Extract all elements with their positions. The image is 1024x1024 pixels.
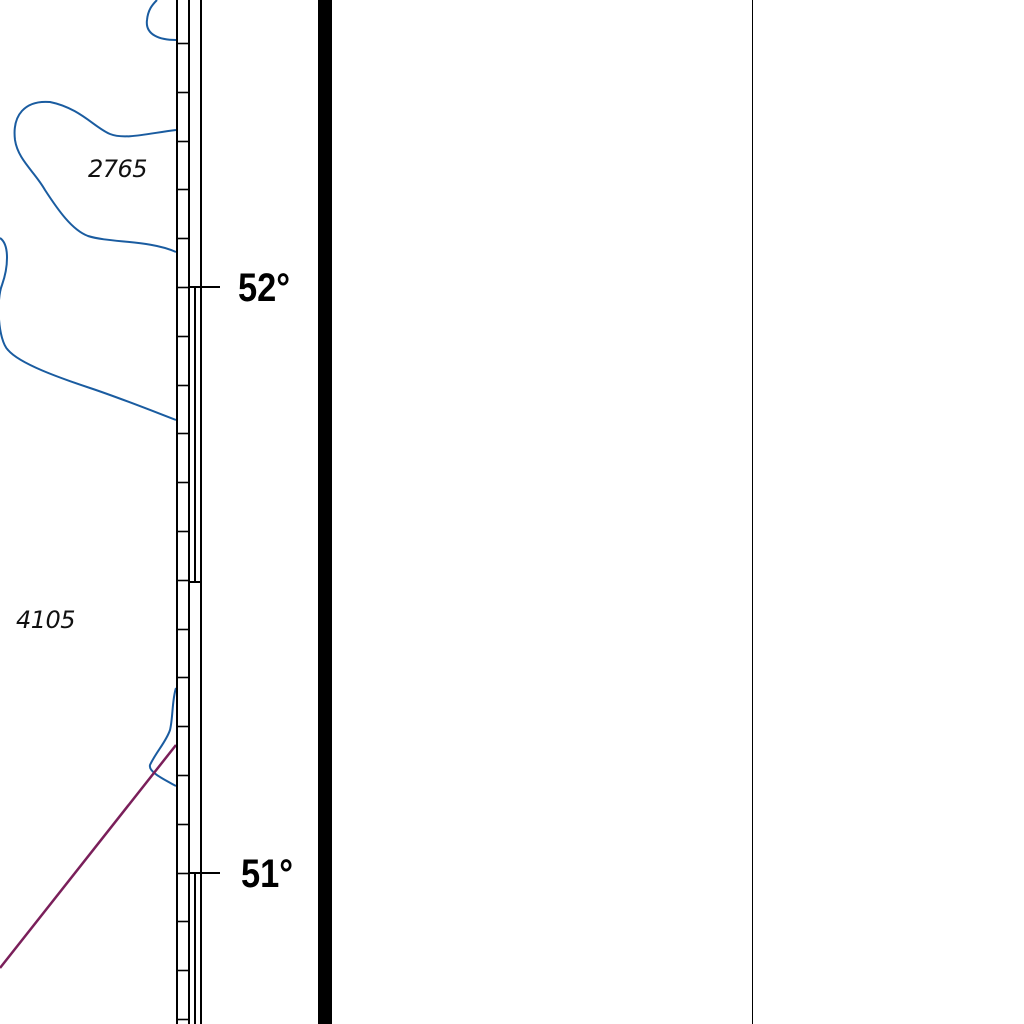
neatline-thick bbox=[318, 0, 332, 1024]
latitude-scale-ticks bbox=[177, 42, 189, 1021]
depth-label-2765: 2765 bbox=[88, 155, 148, 183]
latitude-scale-border bbox=[176, 0, 220, 1024]
latitude-label-52: 52° bbox=[238, 266, 291, 310]
contour-line-2765 bbox=[13, 100, 177, 253]
route-line bbox=[0, 744, 177, 969]
contour-line-top bbox=[145, 0, 177, 41]
contour-line-lower bbox=[148, 687, 177, 787]
depth-contours bbox=[0, 0, 177, 787]
depth-label-4105: 4105 bbox=[16, 606, 76, 634]
contour-line-middle bbox=[0, 237, 177, 421]
latitude-label-51: 51° bbox=[241, 852, 294, 896]
